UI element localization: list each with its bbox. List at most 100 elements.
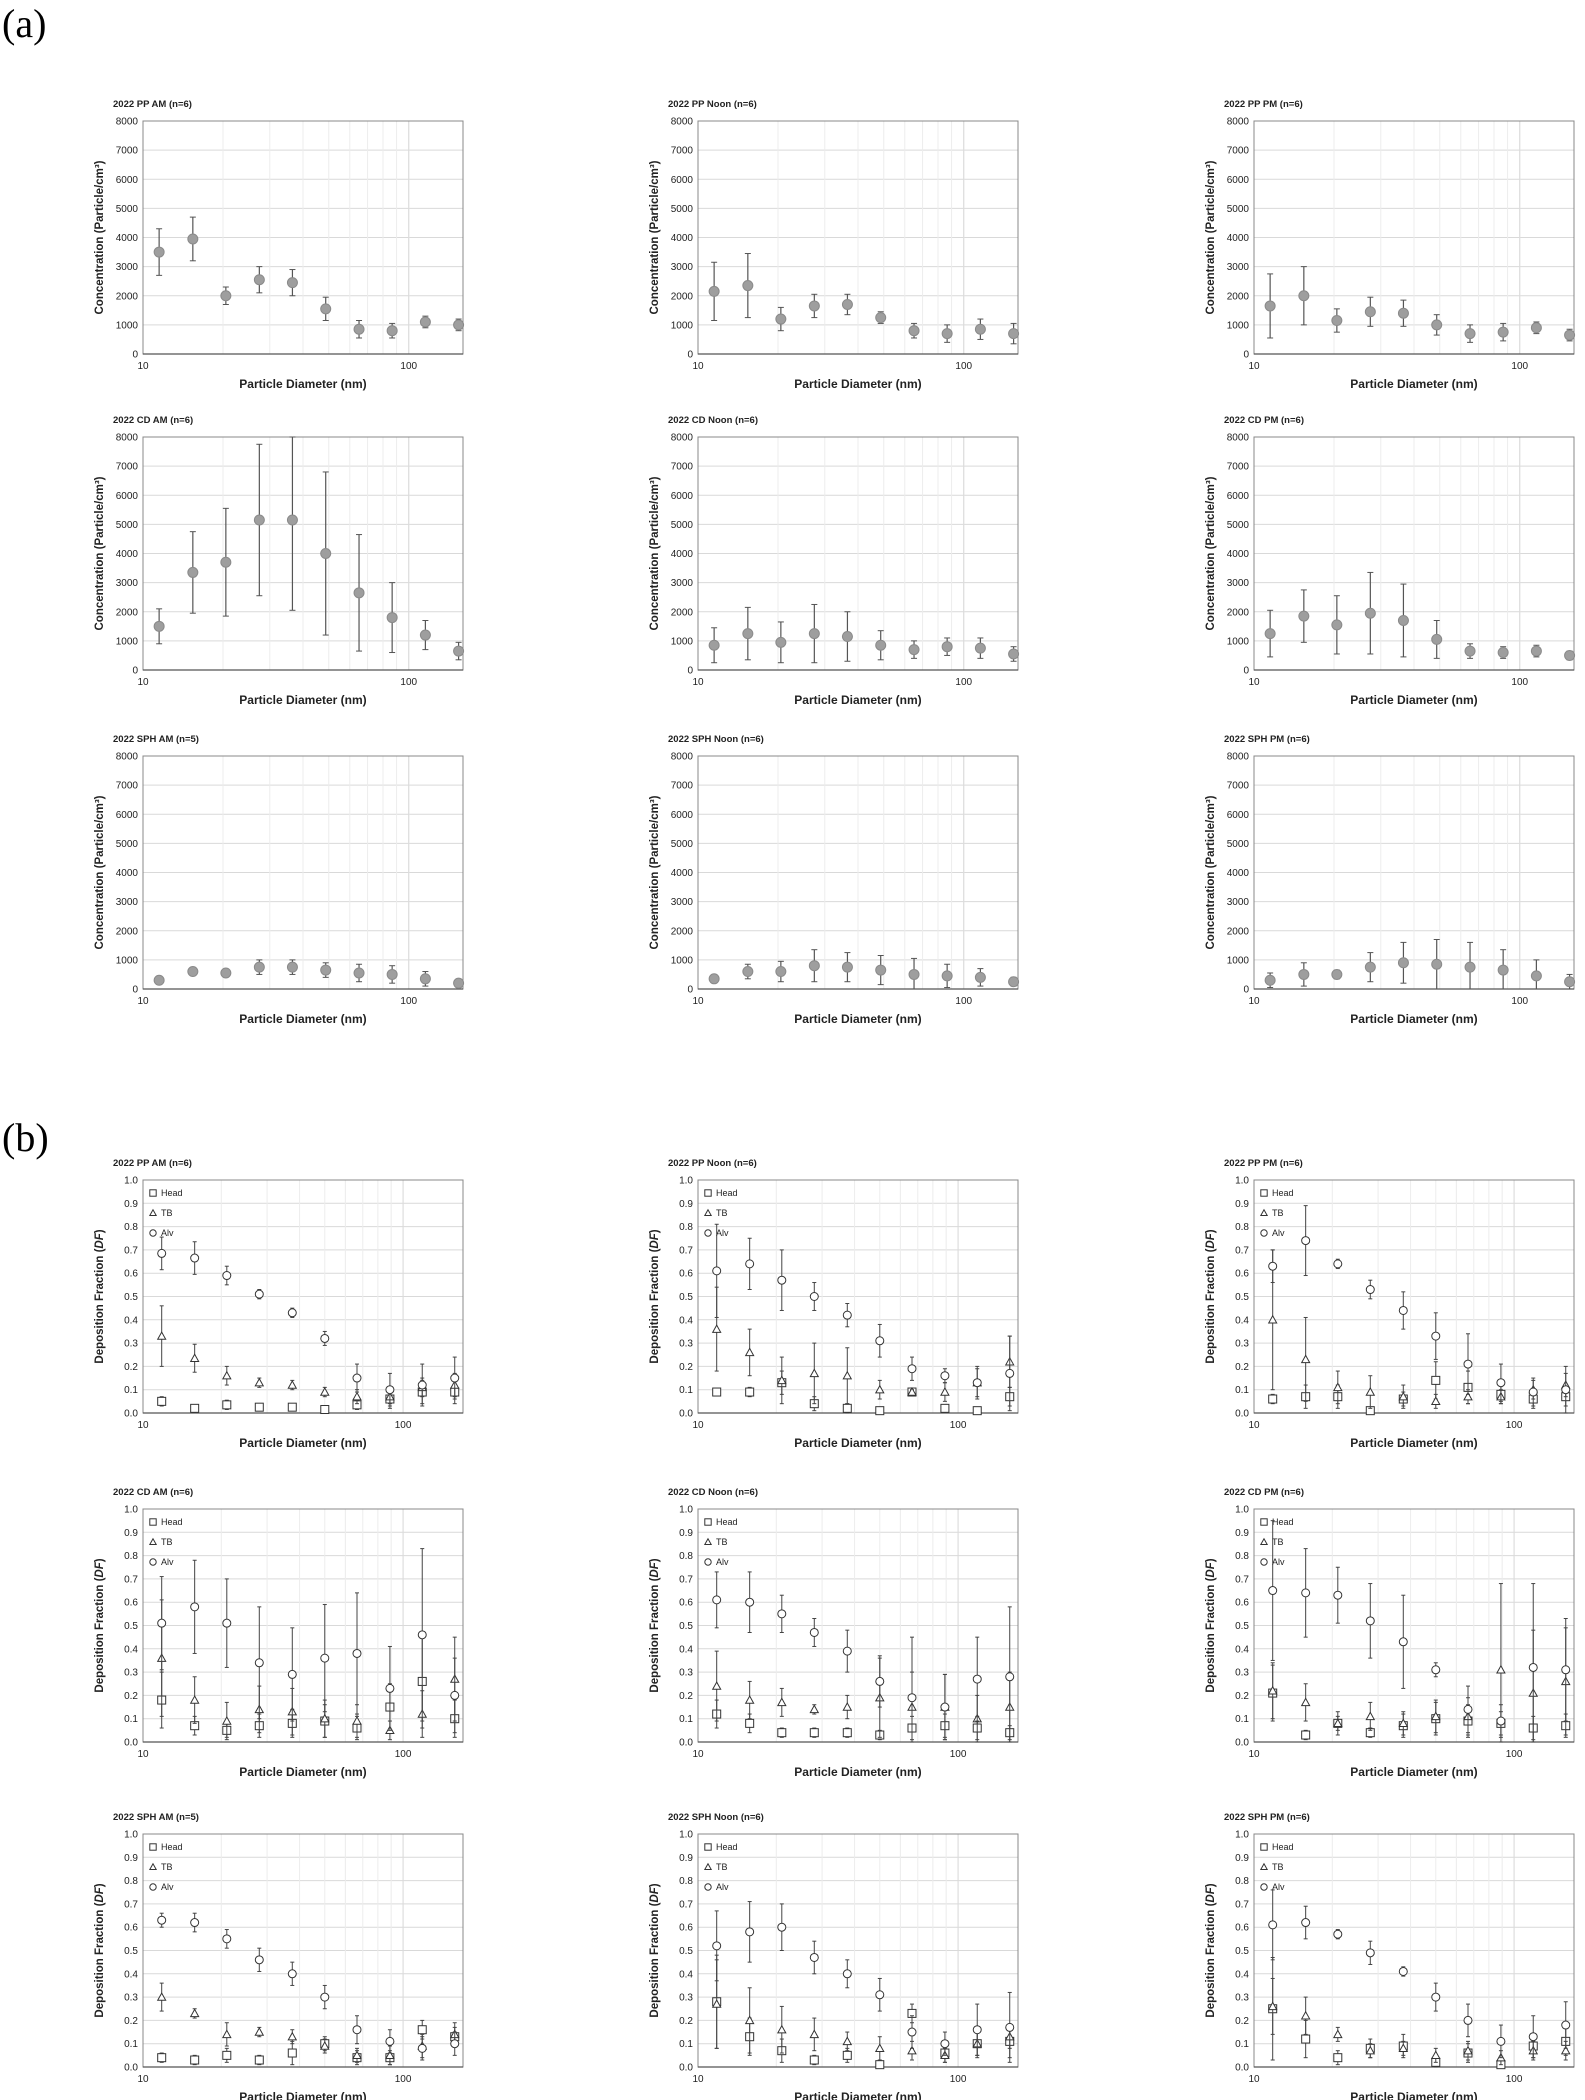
marker-head: [190, 2055, 200, 2065]
marker-tb: [711, 1999, 722, 2008]
marker-tb: [1365, 2045, 1376, 2055]
data-point: [941, 970, 953, 982]
y-tick-label: 3000: [671, 262, 694, 273]
y-tick-label: 4000: [671, 233, 694, 244]
chart-title: 2022 CD Noon (n=6): [668, 1487, 758, 1498]
x-axis-title: Particle Diameter (nm): [794, 2090, 921, 2100]
x-tick-label: 100: [400, 361, 417, 372]
marker-tb: [221, 1716, 232, 1725]
y-tick-label: 0.8: [1235, 1876, 1249, 1887]
chart-title: 2022 CD PM (n=6): [1224, 415, 1304, 426]
y-tick-label: 0.1: [1235, 1385, 1249, 1396]
marker-alv: [1496, 2036, 1506, 2046]
data-point: [908, 968, 920, 980]
marker-tb: [221, 1370, 232, 1380]
marker-head: [875, 1406, 885, 1416]
data-point: [1431, 633, 1443, 645]
data-point: [353, 587, 365, 599]
data-point: [841, 631, 853, 643]
marker-alv: [352, 2025, 362, 2035]
y-tick-label: 0.1: [124, 1385, 138, 1396]
marker-alv: [1365, 1948, 1375, 1958]
y-tick-label: 0: [687, 985, 693, 996]
x-axis-title: Particle Diameter (nm): [794, 1765, 921, 1779]
y-tick-label: 0.6: [124, 1598, 138, 1609]
chart-7: 0 1000 2000 3000 4000 5000 6000 7000 8000 10 100 20…: [649, 734, 1020, 1026]
marker-alv: [1528, 1387, 1538, 1397]
x-tick-label: 100: [400, 677, 417, 688]
data-point: [841, 298, 853, 310]
y-tick-label: 2000: [1227, 607, 1250, 618]
data-point: [708, 639, 720, 651]
marker-head: [157, 2053, 167, 2063]
legend-label: TB: [716, 1862, 728, 1872]
x-tick-label: 100: [955, 996, 972, 1007]
y-tick-label: 0.8: [124, 1222, 138, 1233]
y-tick-label: 6000: [1227, 810, 1250, 821]
data-point: [1564, 329, 1576, 341]
y-tick-label: 0.9: [124, 1199, 138, 1210]
y-tick-label: 0.3: [1235, 1668, 1249, 1679]
x-tick-label: 100: [950, 1749, 967, 1760]
marker-alv: [1005, 1368, 1015, 1378]
y-tick-label: 1.0: [124, 1505, 138, 1516]
y-tick-label: 4000: [116, 549, 139, 560]
y-tick-label: 5000: [116, 839, 139, 850]
y-tick-label: 0.2: [124, 1362, 138, 1373]
marker-alv: [1301, 1588, 1311, 1598]
marker-head: [287, 1402, 297, 1412]
y-tick-label: 0.7: [124, 1245, 138, 1256]
y-tick-label: 0.1: [679, 1385, 693, 1396]
marker-alv: [385, 1385, 395, 1395]
data-point: [286, 514, 298, 526]
marker-tb: [1267, 2001, 1278, 2011]
y-tick-label: 8000: [1227, 117, 1250, 128]
marker-tb: [254, 1377, 265, 1387]
y-tick-label: 0.5: [124, 1946, 138, 1957]
marker-tb: [352, 2050, 362, 2060]
data-point: [386, 612, 398, 624]
marker-alv: [352, 1648, 362, 1658]
legend-label: Head: [716, 1517, 738, 1527]
y-tick-label: 2000: [671, 926, 694, 937]
y-tick-label: 4000: [671, 868, 694, 879]
marker-tb: [907, 2045, 917, 2055]
y-tick-label: 0.5: [679, 1946, 693, 1957]
marker-tb: [744, 1695, 755, 1704]
marker-tb: [1259, 1208, 1269, 1217]
marker-alv: [450, 2039, 460, 2049]
marker-alv: [1561, 2020, 1571, 2030]
legend-label: Head: [161, 1517, 183, 1527]
data-point: [875, 639, 887, 651]
marker-alv: [1463, 1704, 1473, 1714]
y-tick-label: 7000: [1227, 462, 1250, 473]
chart-3: 0 1000 2000 3000 4000 5000 6000 7000 8000 10 100 20…: [94, 415, 465, 707]
x-tick-label: 100: [950, 1420, 967, 1431]
y-tick-label: 3000: [116, 262, 139, 273]
marker-tb: [1463, 2045, 1473, 2055]
y-tick-label: 5000: [671, 839, 694, 850]
data-point: [775, 313, 787, 325]
y-tick-label: 0.3: [1235, 1993, 1249, 2004]
y-tick-label: 5000: [116, 204, 139, 215]
x-tick-label: 10: [1248, 996, 1260, 1007]
marker-head: [149, 1843, 157, 1851]
marker-alv: [190, 1918, 200, 1928]
x-tick-label: 100: [950, 2074, 967, 2085]
y-tick-label: 0.2: [679, 1691, 693, 1702]
y-tick-label: 0.7: [1235, 1574, 1249, 1585]
y-tick-label: 0.8: [679, 1222, 693, 1233]
marker-tb: [1398, 1718, 1409, 1728]
x-axis-title: Particle Diameter (nm): [794, 1436, 921, 1450]
marker-alv: [222, 1618, 232, 1628]
legend-label: TB: [161, 1537, 173, 1547]
legend-label: Alv: [1272, 1228, 1285, 1238]
y-tick-label: 0.9: [124, 1528, 138, 1539]
y-tick-label: 3000: [1227, 262, 1250, 273]
y-tick-label: 0.4: [679, 1969, 693, 1980]
y-tick-label: 0.2: [1235, 1362, 1249, 1373]
marker-alv: [417, 1630, 427, 1640]
y-tick-label: 3000: [116, 578, 139, 589]
marker-tb: [776, 1697, 787, 1707]
legend-label: TB: [716, 1208, 728, 1218]
